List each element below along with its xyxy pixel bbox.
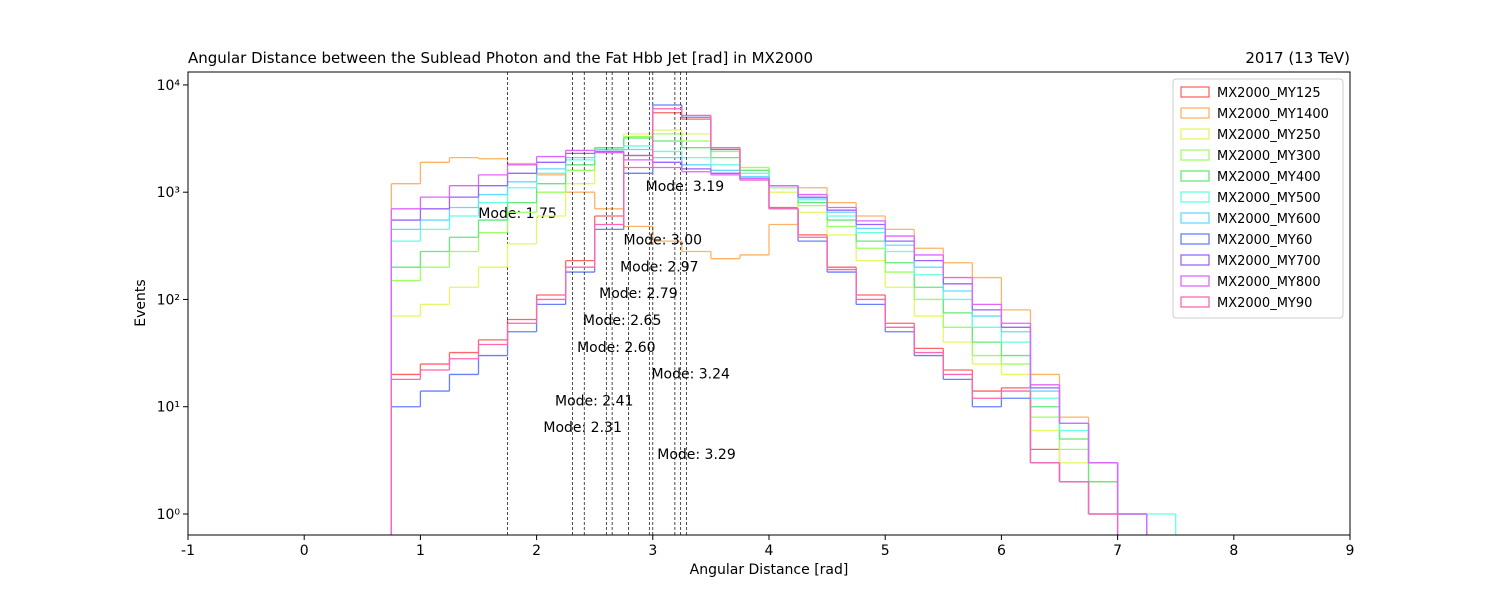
- legend-swatch: [1180, 191, 1210, 203]
- mode-label: Mode: 2.79: [599, 286, 677, 302]
- legend-swatch: [1180, 107, 1210, 119]
- mode-label: Mode: 3.29: [657, 447, 735, 463]
- y-tick-label: 10⁴: [157, 78, 181, 94]
- legend-label: MX2000_MY250: [1217, 128, 1321, 143]
- mode-label: Mode: 2.65: [583, 313, 661, 329]
- mode-label: Mode: 3.19: [646, 179, 724, 195]
- x-tick-label: 9: [1346, 543, 1355, 559]
- legend-swatch: [1180, 212, 1210, 224]
- mode-label: Mode: 3.24: [651, 367, 730, 383]
- legend-swatch: [1180, 233, 1210, 245]
- x-tick-label: 7: [1113, 543, 1122, 559]
- x-tick-label: 3: [648, 543, 657, 559]
- x-tick-label: 8: [1229, 543, 1238, 559]
- x-tick-label: 5: [881, 543, 890, 559]
- y-axis-label: Events: [133, 279, 149, 326]
- x-axis-label: Angular Distance [rad]: [690, 562, 849, 578]
- legend-label: MX2000_MY400: [1217, 170, 1321, 185]
- legend-label: MX2000_MY800: [1217, 275, 1321, 290]
- y-tick-label: 10⁰: [157, 507, 181, 523]
- y-tick-label: 10¹: [157, 400, 180, 416]
- x-tick-label: -1: [181, 543, 195, 559]
- chart-subtitle: 2017 (13 TeV): [1245, 49, 1350, 67]
- legend-label: MX2000_MY600: [1217, 212, 1321, 227]
- mode-label: Mode: 2.31: [543, 420, 621, 436]
- y-tick-label: 10³: [157, 185, 180, 201]
- plot-frame: [187, 71, 1351, 536]
- mode-label: Mode: 2.60: [577, 340, 655, 356]
- legend-label: MX2000_MY60: [1217, 233, 1312, 248]
- mode-label: Mode: 2.97: [620, 259, 698, 275]
- legend-label: MX2000_MY1400: [1217, 107, 1329, 122]
- legend-swatch: [1180, 170, 1210, 182]
- x-tick-label: 6: [997, 543, 1006, 559]
- x-tick-label: 1: [416, 543, 425, 559]
- legend-swatch: [1180, 254, 1210, 266]
- legend-swatch: [1180, 149, 1210, 161]
- legend-swatch: [1180, 128, 1210, 140]
- legend-swatch: [1180, 86, 1210, 98]
- legend-label: MX2000_MY500: [1217, 191, 1321, 206]
- y-tick-label: 10²: [157, 292, 180, 308]
- legend-swatch: [1180, 275, 1210, 287]
- legend-label: MX2000_MY700: [1217, 254, 1321, 269]
- mode-label: Mode: 3.00: [624, 233, 702, 249]
- chart-title: Angular Distance between the Sublead Pho…: [188, 49, 813, 67]
- legend-swatch: [1180, 296, 1210, 308]
- legend-label: MX2000_MY90: [1217, 296, 1312, 311]
- mode-label: Mode: 2.41: [555, 393, 633, 409]
- x-tick-label: 2: [532, 543, 541, 559]
- x-tick-label: 4: [765, 543, 774, 559]
- x-tick-label: 0: [300, 543, 309, 559]
- legend-label: MX2000_MY125: [1217, 86, 1321, 101]
- legend-label: MX2000_MY300: [1217, 149, 1321, 164]
- legend-box: [1172, 78, 1344, 319]
